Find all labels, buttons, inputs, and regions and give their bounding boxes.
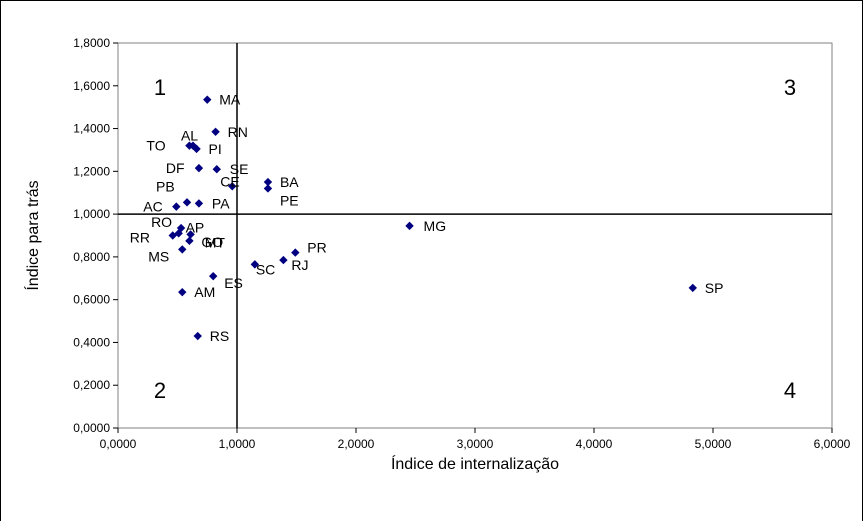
point-label-ms: MS [148,248,169,264]
x-tick-label: 2,0000 [338,437,375,451]
point-label-rs: RS [210,328,229,344]
y-tick-label: 1,8000 [73,36,110,50]
x-tick-label: 6,0000 [814,437,851,451]
x-tick-label: 5,0000 [695,437,732,451]
point-label-pe: PE [280,192,299,208]
point-label-ba: BA [280,174,299,190]
data-point-sc [250,260,260,269]
y-axis-title: Índice para trás [23,180,42,290]
x-tick-label: 0,0000 [100,437,137,451]
quadrant-label: 4 [784,378,796,403]
point-label-ap: AP [186,219,205,235]
y-tick-label: 0,0000 [73,421,110,435]
point-label-pr: PR [307,240,326,256]
point-label-rn: RN [228,124,248,140]
y-tick-label: 1,0000 [73,207,110,221]
quadrant-label: 1 [154,75,166,100]
data-point-to [185,141,194,150]
data-point-pi [192,144,201,154]
y-tick-label: 0,4000 [73,335,110,349]
x-tick-label: 3,0000 [457,437,494,451]
data-point-rs [193,331,202,341]
data-point-ce [228,182,237,191]
point-label-es: ES [224,275,243,291]
point-label-am: AM [194,284,215,300]
point-label-to: TO [146,138,165,154]
point-label-mt: MT [205,234,226,250]
quadrant-label: 2 [154,378,166,403]
point-label-pi: PI [209,141,222,157]
data-point-se [212,164,221,174]
data-point-am [178,287,187,297]
point-label-ac: AC [143,199,162,215]
data-point-pa [194,199,204,208]
data-point-ms [178,245,187,254]
point-label-ro: RO [151,214,172,230]
y-tick-label: 1,6000 [73,79,110,93]
data-point-pb [182,198,192,207]
data-point-df [194,163,204,173]
point-label-al: AL [181,128,198,144]
point-label-se: SE [230,161,249,177]
point-label-ma: MA [219,92,241,108]
point-label-rr: RR [130,230,150,246]
data-point-ma [203,95,212,104]
y-tick-label: 0,6000 [73,293,110,307]
x-axis-title: Índice de internalização [391,454,559,473]
data-point-pe [263,184,273,193]
point-label-pa: PA [212,195,230,211]
point-label-ce: CE [220,173,239,189]
data-point-ap [186,230,195,239]
point-label-rj: RJ [291,257,308,273]
quadrant-label: 3 [784,75,796,100]
x-tick-label: 1,0000 [219,437,256,451]
point-label-df: DF [166,160,185,176]
data-point-ba [263,177,273,187]
data-point-go [185,236,194,246]
data-point-mt [174,229,183,238]
data-point-mg [405,221,414,231]
point-label-pb: PB [156,178,175,194]
data-point-es [209,271,218,281]
data-point-sp [688,283,697,293]
data-point-pr [291,248,300,257]
data-point-rn [211,127,220,136]
data-point-rj [279,255,288,265]
y-tick-label: 1,4000 [73,122,110,136]
point-label-go: GO [201,234,223,250]
point-label-mg: MG [424,218,447,234]
x-tick-label: 4,0000 [576,437,613,451]
y-tick-label: 1,2000 [73,164,110,178]
data-point-ro [176,223,186,233]
point-label-sc: SC [256,261,275,277]
y-tick-label: 0,8000 [73,250,110,264]
point-label-sp: SP [705,280,724,296]
y-tick-label: 0,2000 [73,378,110,392]
data-point-ac [172,202,181,211]
